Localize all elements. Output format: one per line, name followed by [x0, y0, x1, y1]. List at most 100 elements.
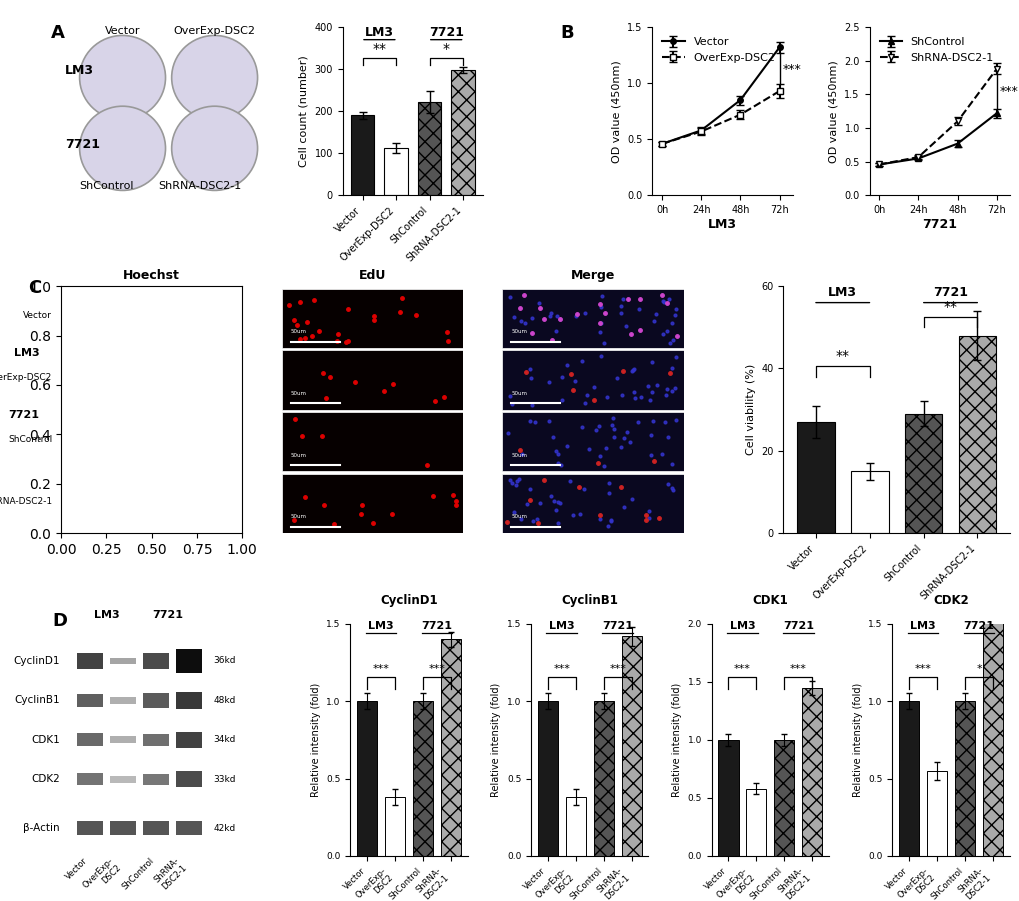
Text: ***: ***	[789, 664, 806, 674]
Text: C: C	[29, 278, 42, 296]
Text: 7721: 7721	[428, 26, 464, 40]
Text: 48kd: 48kd	[213, 696, 235, 705]
Bar	[76, 821, 103, 835]
Text: 50um: 50um	[290, 514, 307, 519]
Bar	[143, 821, 168, 835]
Text: ***: ***	[914, 664, 930, 674]
Text: 50um: 50um	[511, 391, 527, 396]
Text: LM3: LM3	[729, 621, 754, 631]
Text: Merge: Merge	[571, 269, 614, 282]
Text: CyclinB1: CyclinB1	[14, 696, 59, 705]
Y-axis label: Relative intensity (fold): Relative intensity (fold)	[852, 683, 862, 797]
Y-axis label: Relative intensity (fold): Relative intensity (fold)	[311, 683, 320, 797]
Bar	[850, 471, 888, 533]
Text: LM3: LM3	[65, 64, 94, 77]
Text: 7721: 7721	[152, 610, 183, 620]
Bar	[958, 335, 996, 533]
Text: Hoechst: Hoechst	[123, 269, 180, 282]
Text: LM3: LM3	[548, 621, 574, 631]
Text: Vector: Vector	[105, 26, 141, 36]
Bar	[450, 70, 474, 196]
Bar	[76, 694, 103, 707]
Text: **: **	[372, 42, 386, 56]
Text: *: *	[975, 664, 981, 674]
Text: β-Actin: β-Actin	[23, 824, 59, 833]
Text: ***: ***	[552, 664, 570, 674]
Title: CDK1: CDK1	[752, 595, 788, 607]
Bar	[440, 640, 461, 856]
Legend: Vector, OverExp-DSC2: Vector, OverExp-DSC2	[657, 32, 780, 67]
Bar	[384, 148, 408, 196]
Bar	[351, 115, 374, 196]
Text: LM3: LM3	[368, 621, 393, 631]
X-axis label: LM3: LM3	[707, 218, 737, 231]
Text: 7721: 7721	[65, 139, 100, 151]
Text: ShRNA-DSC2-1: ShRNA-DSC2-1	[159, 181, 242, 191]
Text: CDK1: CDK1	[31, 735, 59, 745]
Text: 7721: 7721	[963, 621, 994, 631]
Y-axis label: Relative intensity (fold): Relative intensity (fold)	[491, 683, 501, 797]
Text: 50um: 50um	[290, 391, 307, 396]
Bar	[418, 102, 441, 196]
Text: OverExp-
DSC2: OverExp- DSC2	[82, 856, 122, 897]
Y-axis label: Cell count (number): Cell count (number)	[299, 55, 309, 167]
Bar	[76, 773, 103, 786]
Text: LM3: LM3	[365, 26, 393, 40]
Text: 7721: 7721	[601, 621, 633, 631]
Bar	[76, 733, 103, 746]
Text: LM3: LM3	[827, 287, 856, 299]
Text: 42kd: 42kd	[213, 824, 235, 833]
Y-axis label: OD value (450nm): OD value (450nm)	[611, 59, 622, 162]
Bar	[773, 740, 794, 856]
Text: CyclinD1: CyclinD1	[13, 656, 59, 666]
Text: ***: ***	[734, 664, 750, 674]
Ellipse shape	[79, 35, 165, 120]
Text: 7721: 7721	[932, 287, 967, 299]
Text: **: **	[835, 350, 849, 363]
Text: CDK2: CDK2	[31, 774, 59, 785]
Text: Vector: Vector	[23, 311, 52, 320]
Bar	[537, 701, 557, 856]
Bar	[109, 776, 136, 783]
Text: ShControl: ShControl	[8, 435, 52, 444]
Bar	[621, 636, 641, 856]
Text: ***: ***	[372, 664, 389, 674]
Bar	[926, 771, 947, 856]
Text: 7721: 7721	[421, 621, 452, 631]
Title: CDK2: CDK2	[932, 595, 968, 607]
Bar	[593, 701, 613, 856]
Bar	[175, 771, 202, 787]
Bar	[109, 736, 136, 743]
Bar	[143, 774, 168, 785]
Text: ShControl: ShControl	[120, 856, 156, 891]
Text: 7721: 7721	[8, 410, 40, 420]
Text: ShRNA-
DSC2-1: ShRNA- DSC2-1	[153, 856, 189, 892]
Text: ***: ***	[999, 85, 1018, 97]
Text: D: D	[52, 613, 67, 631]
Title: CyclinD1: CyclinD1	[380, 595, 437, 607]
Bar	[898, 701, 918, 856]
Text: 50um: 50um	[70, 514, 87, 519]
Bar	[413, 701, 433, 856]
Bar	[109, 697, 136, 704]
Text: 50um: 50um	[290, 329, 307, 334]
Text: 50um: 50um	[290, 452, 307, 458]
Bar	[982, 605, 1002, 856]
Text: OverExp-DSC2: OverExp-DSC2	[0, 373, 52, 382]
Bar	[357, 701, 377, 856]
Text: 50um: 50um	[70, 452, 87, 458]
Ellipse shape	[171, 35, 258, 120]
Bar	[904, 414, 942, 533]
Bar	[175, 732, 202, 749]
Bar	[717, 740, 738, 856]
Bar	[746, 788, 765, 856]
Text: B: B	[560, 23, 574, 41]
Text: ShRNA-DSC2-1: ShRNA-DSC2-1	[0, 496, 52, 505]
Bar	[143, 694, 168, 707]
Ellipse shape	[79, 106, 165, 190]
Text: EdU: EdU	[359, 269, 385, 282]
Text: 36kd: 36kd	[213, 657, 235, 666]
Bar	[76, 652, 103, 669]
Text: OverExp-DSC2: OverExp-DSC2	[173, 26, 256, 36]
Text: 50um: 50um	[70, 391, 87, 396]
